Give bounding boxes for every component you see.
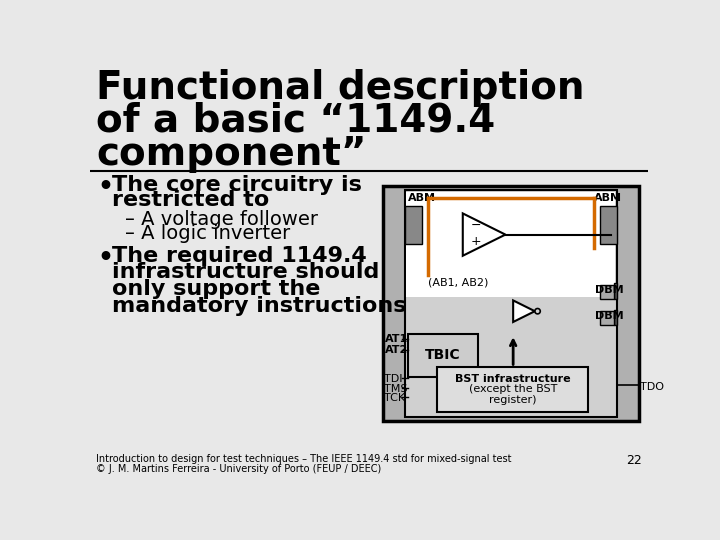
- Text: •: •: [98, 175, 114, 199]
- Text: AT1: AT1: [384, 334, 408, 345]
- Text: Functional description: Functional description: [96, 69, 585, 107]
- Text: TBIC: TBIC: [425, 348, 460, 362]
- Text: infrastructure should: infrastructure should: [112, 262, 379, 282]
- Text: ABM: ABM: [408, 193, 436, 202]
- Text: Introduction to design for test techniques – The IEEE 1149.4 std for mixed-signa: Introduction to design for test techniqu…: [96, 454, 512, 464]
- Bar: [600, 206, 617, 244]
- Text: −: −: [471, 219, 481, 232]
- Text: DBM: DBM: [595, 285, 624, 295]
- Bar: [614, 309, 617, 325]
- Text: mandatory instructions: mandatory instructions: [112, 296, 406, 316]
- Text: of a basic “1149.4: of a basic “1149.4: [96, 102, 495, 140]
- Text: only support the: only support the: [112, 279, 320, 299]
- Bar: [405, 190, 617, 417]
- Text: restricted to: restricted to: [112, 190, 269, 210]
- Polygon shape: [513, 300, 535, 322]
- Text: component”: component”: [96, 135, 366, 173]
- Bar: [408, 334, 477, 377]
- Bar: [437, 367, 588, 412]
- Text: – A logic inverter: – A logic inverter: [125, 224, 290, 243]
- Text: © J. M. Martins Ferreira - University of Porto (FEUP / DEEC): © J. M. Martins Ferreira - University of…: [96, 464, 382, 474]
- Bar: [405, 206, 422, 244]
- Text: ABM: ABM: [594, 193, 622, 202]
- Text: TMS: TMS: [384, 383, 408, 394]
- Text: register): register): [489, 395, 536, 405]
- Text: (except the BST: (except the BST: [469, 384, 557, 394]
- Text: 22: 22: [626, 454, 642, 467]
- Text: TDO: TDO: [640, 382, 665, 392]
- Text: TDI: TDI: [384, 374, 403, 383]
- Bar: [383, 186, 639, 421]
- Bar: [614, 284, 617, 299]
- Polygon shape: [463, 213, 505, 256]
- Text: AT2: AT2: [384, 345, 408, 355]
- Text: The core circuitry is: The core circuitry is: [112, 175, 361, 195]
- Bar: [600, 285, 614, 299]
- Text: The required 1149.4: The required 1149.4: [112, 246, 366, 266]
- Text: DBM: DBM: [595, 311, 624, 321]
- Text: BST infrastructure: BST infrastructure: [455, 374, 570, 383]
- Bar: [406, 192, 616, 298]
- Text: •: •: [98, 246, 114, 270]
- Text: – A voltage follower: – A voltage follower: [125, 210, 318, 228]
- Text: TCK: TCK: [384, 393, 405, 403]
- Text: +: +: [471, 235, 481, 248]
- Bar: [600, 311, 614, 325]
- Text: (AB1, AB2): (AB1, AB2): [428, 278, 488, 287]
